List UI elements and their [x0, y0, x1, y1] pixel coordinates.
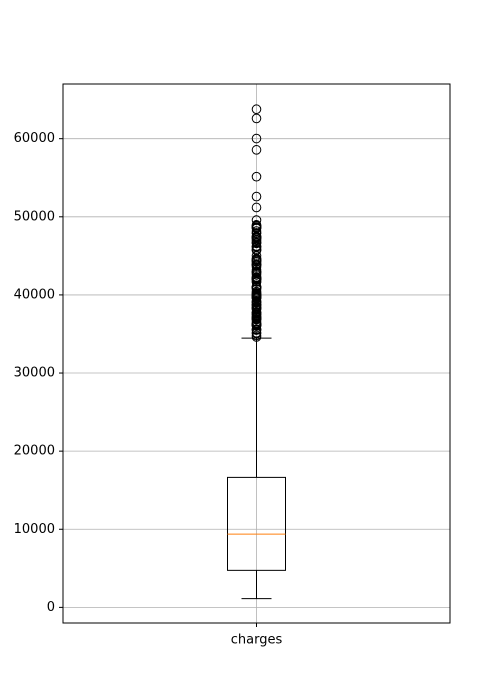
- axis-layer: 0 10000 20000 30000 40000 50000 60000 charges: [14, 131, 283, 647]
- x-tick-label: charges: [231, 633, 283, 648]
- outlier-point: [251, 191, 262, 202]
- outlier-point: [251, 113, 262, 124]
- y-tick-label: 20000: [14, 444, 55, 459]
- y-tick-label: 0: [47, 600, 55, 615]
- outlier-layer: [251, 104, 262, 342]
- outlier-point: [251, 202, 262, 213]
- y-tick-label: 30000: [14, 366, 55, 381]
- outlier-point: [251, 145, 262, 155]
- y-tick-label: 50000: [14, 209, 55, 224]
- outlier-point: [251, 324, 262, 335]
- outlier-point: [251, 133, 262, 144]
- y-tick-label: 10000: [14, 522, 55, 537]
- outlier-point: [251, 215, 262, 225]
- outlier-point: [251, 296, 262, 306]
- outlier-point: [251, 307, 262, 317]
- box-layer: [227, 337, 286, 600]
- outlier-point: [251, 171, 262, 182]
- y-tick-label: 40000: [14, 287, 55, 302]
- y-tick-label: 60000: [14, 131, 55, 146]
- outlier-point: [251, 220, 262, 230]
- outlier-point: [251, 104, 262, 115]
- iqr-box: [227, 476, 286, 571]
- outlier-point: [251, 226, 262, 236]
- outlier-point: [251, 286, 262, 297]
